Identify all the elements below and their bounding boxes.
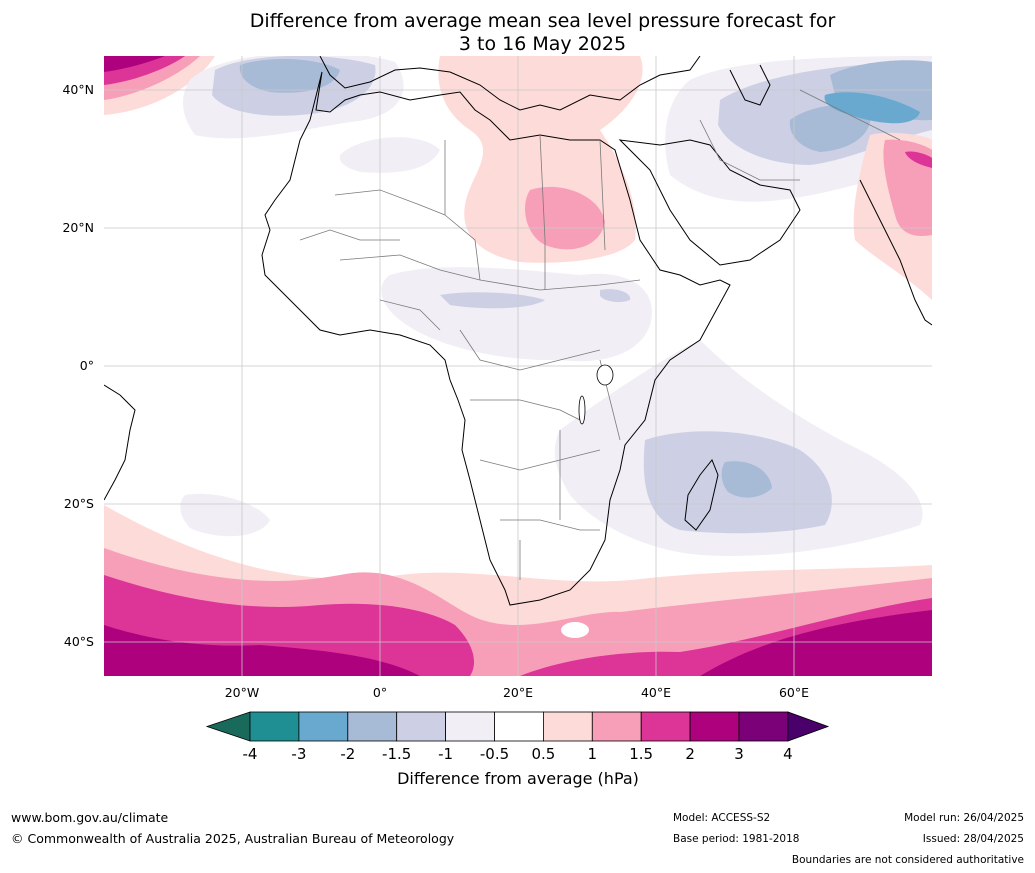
- india-coast: [859, 179, 932, 326]
- colorbar-tick: -1.5: [382, 745, 412, 763]
- lakes: [578, 364, 614, 425]
- anomaly-band-neg2-asia: [824, 92, 920, 124]
- colorbar-tick: -4: [242, 745, 258, 763]
- anomaly-band-neg1.5-indian-ocean: [721, 461, 772, 498]
- anomaly-band-1.5-india: [905, 151, 932, 168]
- anomaly-band-neg1.5-atlantic: [239, 58, 340, 93]
- anomaly-band-2-northwest: [104, 56, 165, 72]
- title-line-2: 3 to 16 May 2025: [458, 33, 627, 55]
- lat-label-20n: 20°N: [62, 220, 94, 235]
- lat-label-0: 0°: [79, 358, 94, 373]
- south-america-coast: [104, 384, 136, 501]
- colorbar-segment: [689, 711, 740, 742]
- colorbar-tick: 1.5: [629, 745, 654, 763]
- coastlines: [104, 56, 932, 606]
- colorbar-tick: 4: [783, 745, 793, 763]
- lat-label-20s: 20°S: [63, 496, 94, 511]
- anomaly-band-2-south: [104, 625, 420, 676]
- country-borders: [299, 89, 901, 580]
- anomaly-band-neg1.5-asia: [789, 104, 871, 152]
- colorbar-segment: [298, 711, 349, 742]
- europe-coast: [319, 56, 701, 111]
- caspian-coast: [729, 64, 771, 106]
- lon-label-0: 0°: [372, 685, 388, 700]
- colorbar-tick: -1: [438, 745, 454, 763]
- colorbar-tick: -0.5: [479, 745, 510, 763]
- lon-label-40e: 40°E: [640, 685, 672, 700]
- map-title: Difference from average mean sea level p…: [100, 10, 985, 56]
- model-text: Model: ACCESS-S2: [673, 812, 771, 824]
- anomaly-band-neg1-sahel: [440, 292, 545, 309]
- colorbar-segment: [591, 711, 642, 742]
- colorbar-tick: 0.5: [531, 745, 556, 763]
- copyright-text: © Commonwealth of Australia 2025, Austra…: [11, 831, 455, 846]
- colorbar-label: Difference from average (hPa): [397, 769, 639, 788]
- colorbar-tick: 2: [685, 745, 695, 763]
- anomaly-band-2-south-east: [700, 610, 932, 676]
- title-line-1: Difference from average mean sea level p…: [249, 10, 836, 32]
- lat-label-40n: 40°N: [62, 82, 94, 97]
- colorbar-segment: [543, 711, 593, 742]
- madagascar-coast: [684, 459, 719, 531]
- colorbar-segment: [494, 711, 544, 742]
- anomaly-band-neg1-sahel-east: [600, 289, 631, 303]
- colorbar-segment: [738, 711, 789, 742]
- lat-label-40s: 40°S: [63, 634, 94, 649]
- colorbar-segment: [249, 711, 300, 742]
- issued-text: Issued: 28/04/2025: [922, 833, 1024, 845]
- colorbar-tick: 1: [587, 745, 598, 763]
- anomaly-band-neg0.5-sahel: [381, 267, 652, 362]
- colorbar-segment: [640, 711, 691, 742]
- anomaly-cell-0.5-south: [561, 622, 589, 638]
- lon-label-60e: 60°E: [778, 685, 810, 700]
- arabia-coast: [618, 139, 801, 266]
- graticule: [104, 56, 932, 676]
- colorbar-tick: 3: [734, 745, 744, 763]
- colorbar-extend-low: [205, 711, 251, 742]
- africa-coast: [261, 71, 731, 606]
- disclaimer-text: Boundaries are not considered authoritat…: [791, 854, 1024, 866]
- lon-label-20w: 20°W: [224, 685, 260, 700]
- website-link[interactable]: www.bom.gov.au/climate: [11, 810, 169, 825]
- colorbar-segment: [396, 711, 447, 742]
- colorbar-segment: [445, 711, 495, 742]
- colorbar-tick: -3: [291, 745, 307, 763]
- lon-label-20e: 20°E: [502, 685, 534, 700]
- colorbar-tick: -2: [340, 745, 356, 763]
- colorbar-extend-high: [787, 711, 830, 742]
- colorbar-segment: [347, 711, 398, 742]
- anomaly-band-neg0.5-sahara: [339, 137, 440, 173]
- base-period-text: Base period: 1981-2018: [673, 833, 800, 845]
- model-run-text: Model run: 26/04/2025: [904, 812, 1024, 824]
